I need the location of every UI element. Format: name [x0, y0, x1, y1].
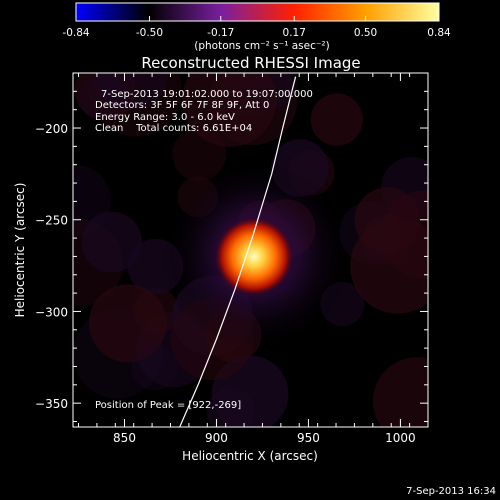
peak-position-label: Position of Peak = [922,-269] [95, 400, 241, 411]
colorbar-scale [75, 2, 440, 22]
colorbar-tick-label: -0.17 [207, 27, 234, 39]
colorbar-tick-label: -0.50 [136, 27, 163, 39]
colorbar: -0.84 -0.50 -0.17 0.17 0.50 0.84 (photons cm⁻… [62, 2, 451, 52]
x-tick-label: 1000 [385, 431, 416, 445]
y-tick-labels: −200 −250 −300 −350 [35, 122, 68, 411]
colorbar-tick-label: 0.17 [283, 27, 306, 39]
chart-title: Reconstructed RHESSI Image [141, 54, 360, 72]
colorbar-tick-label: 0.84 [427, 27, 451, 39]
plot-area: 850 900 950 1000 −200 −250 −300 −350 7-Sep-201… [35, 72, 429, 445]
plot-frame [72, 72, 429, 428]
axis-ticks [73, 73, 428, 427]
texture-blob [182, 73, 277, 147]
x-tick-label: 950 [297, 431, 320, 445]
colorbar-tick-labels: -0.84 -0.50 -0.17 0.17 0.50 0.84 [62, 27, 451, 39]
colorbar-ticks [75, 16, 440, 21]
flare-source [213, 216, 294, 297]
colorbar-tick-label: -0.84 [62, 27, 89, 39]
texture-blob [350, 218, 428, 314]
texture-blob [131, 343, 178, 391]
annotation-time-range: 7-Sep-2013 19:01:02.000 to 19:07:00.000 [101, 89, 313, 100]
y-axis-label: Heliocentric Y (arcsec) [13, 183, 27, 318]
x-axis-label: Heliocentric X (arcsec) [182, 449, 318, 463]
x-tick-label: 850 [113, 431, 136, 445]
texture-blob [94, 73, 169, 111]
texture-blob [81, 211, 143, 273]
colorbar-tick-label: 0.50 [354, 27, 377, 39]
texture-blob [372, 357, 428, 427]
annotation-clean-counts: Clean Total counts: 6.61E+04 [95, 123, 252, 134]
y-tick-label: −250 [35, 214, 68, 228]
y-tick-label: −350 [35, 397, 68, 411]
y-tick-label: −300 [35, 305, 68, 319]
texture-blob [310, 93, 363, 146]
x-tick-labels: 850 900 950 1000 [113, 431, 416, 445]
y-tick-label: −200 [35, 122, 68, 136]
texture-blob [78, 73, 127, 121]
footer-timestamp: 7-Sep-2013 16:34 [406, 486, 496, 497]
texture-blob [88, 284, 167, 363]
annotation-detectors: Detectors: 3F 5F 6F 7F 8F 9F, Att 0 [95, 100, 269, 111]
colorbar-unit-label: (photons cm⁻² s⁻¹ asec⁻²) [194, 40, 329, 52]
x-tick-label: 900 [205, 431, 228, 445]
annotation-energy-range: Energy Range: 3.0 - 6.0 keV [95, 112, 235, 123]
solar-limb [179, 76, 297, 427]
